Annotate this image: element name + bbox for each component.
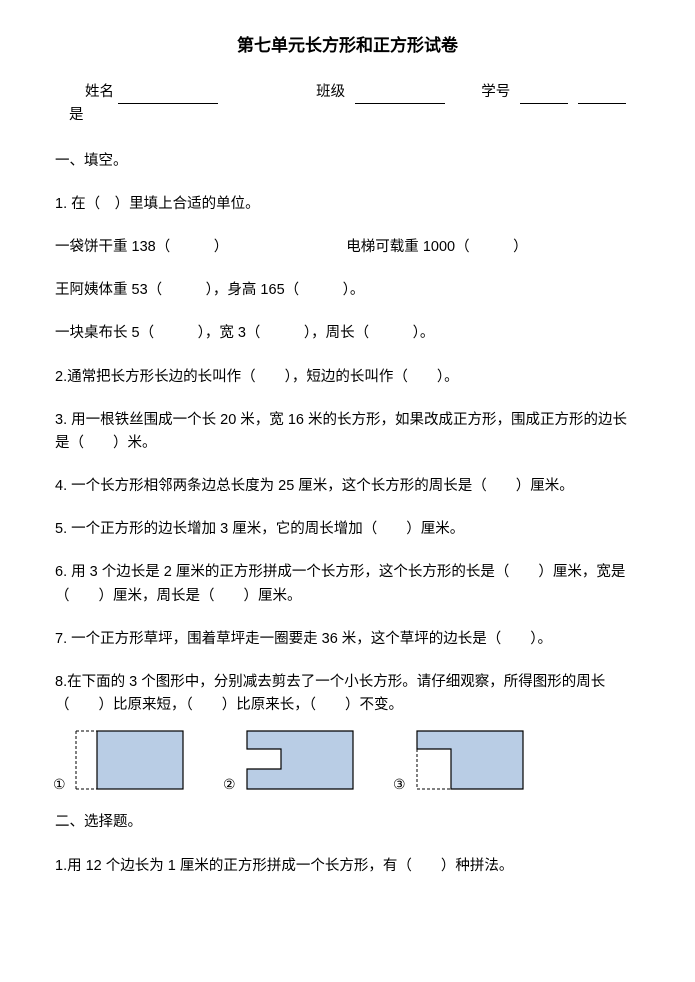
section2-title: 二、选择题。 <box>55 811 640 834</box>
fig1-label: ① <box>53 773 66 795</box>
num-field[interactable] <box>520 103 568 104</box>
name-field[interactable] <box>118 103 218 104</box>
q1-line1a: 一袋饼干重 138（ ） <box>55 239 228 255</box>
q6: 6. 用 3 个边长是 2 厘米的正方形拼成一个长方形，这个长方形的长是（ ）厘… <box>55 561 640 607</box>
q2: 2.通常把长方形长边的长叫作（ ），短边的长叫作（ ）。 <box>55 366 640 389</box>
q7: 7. 一个正方形草坪，围着草坪走一圈要走 36 米，这个草坪的边长是（ ）。 <box>55 628 640 651</box>
q4: 4. 一个长方形相邻两条边总长度为 25 厘米，这个长方形的周长是（ ）厘米。 <box>55 475 640 498</box>
figures-row: ① ② ③ <box>75 729 640 791</box>
figure-3: ③ <box>415 729 525 791</box>
class-label: 班级 <box>316 84 345 100</box>
q1-intro: 1. 在（ ）里填上合适的单位。 <box>55 193 640 216</box>
section1-title: 一、填空。 <box>55 150 640 173</box>
class-field[interactable] <box>355 103 445 104</box>
q1-line1b: 电梯可载重 1000（ ） <box>346 239 527 255</box>
fig2-label: ② <box>223 773 236 795</box>
num-label: 学号 <box>481 84 510 100</box>
q3: 3. 用一根铁丝围成一个长 20 米，宽 16 米的长方形，如果改成正方形，围成… <box>55 409 640 455</box>
figure-1: ① <box>75 729 185 791</box>
trailing-text: 是 <box>69 107 84 123</box>
q1-line3: 一块桌布长 5（ ），宽 3（ ），周长（ ）。 <box>55 322 640 345</box>
q5: 5. 一个正方形的边长增加 3 厘米，它的周长增加（ ）厘米。 <box>55 518 640 541</box>
q1-line2: 王阿姨体重 53（ ），身高 165（ ）。 <box>55 279 640 302</box>
q1-line1: 一袋饼干重 138（ ） 电梯可载重 1000（ ） <box>55 236 640 259</box>
fig3-label: ③ <box>393 773 406 795</box>
page-title: 第七单元长方形和正方形试卷 <box>55 32 640 59</box>
header-row: 姓名 班级 学号 是 <box>55 81 640 127</box>
s2-q1: 1.用 12 个边长为 1 厘米的正方形拼成一个长方形，有（ ）种拼法。 <box>55 855 640 878</box>
name-label: 姓名 <box>85 84 114 100</box>
q8: 8.在下面的 3 个图形中，分别减去剪去了一个小长方形。请仔细观察，所得图形的周… <box>55 671 640 717</box>
extra-field[interactable] <box>578 103 626 104</box>
figure-2: ② <box>245 729 355 791</box>
